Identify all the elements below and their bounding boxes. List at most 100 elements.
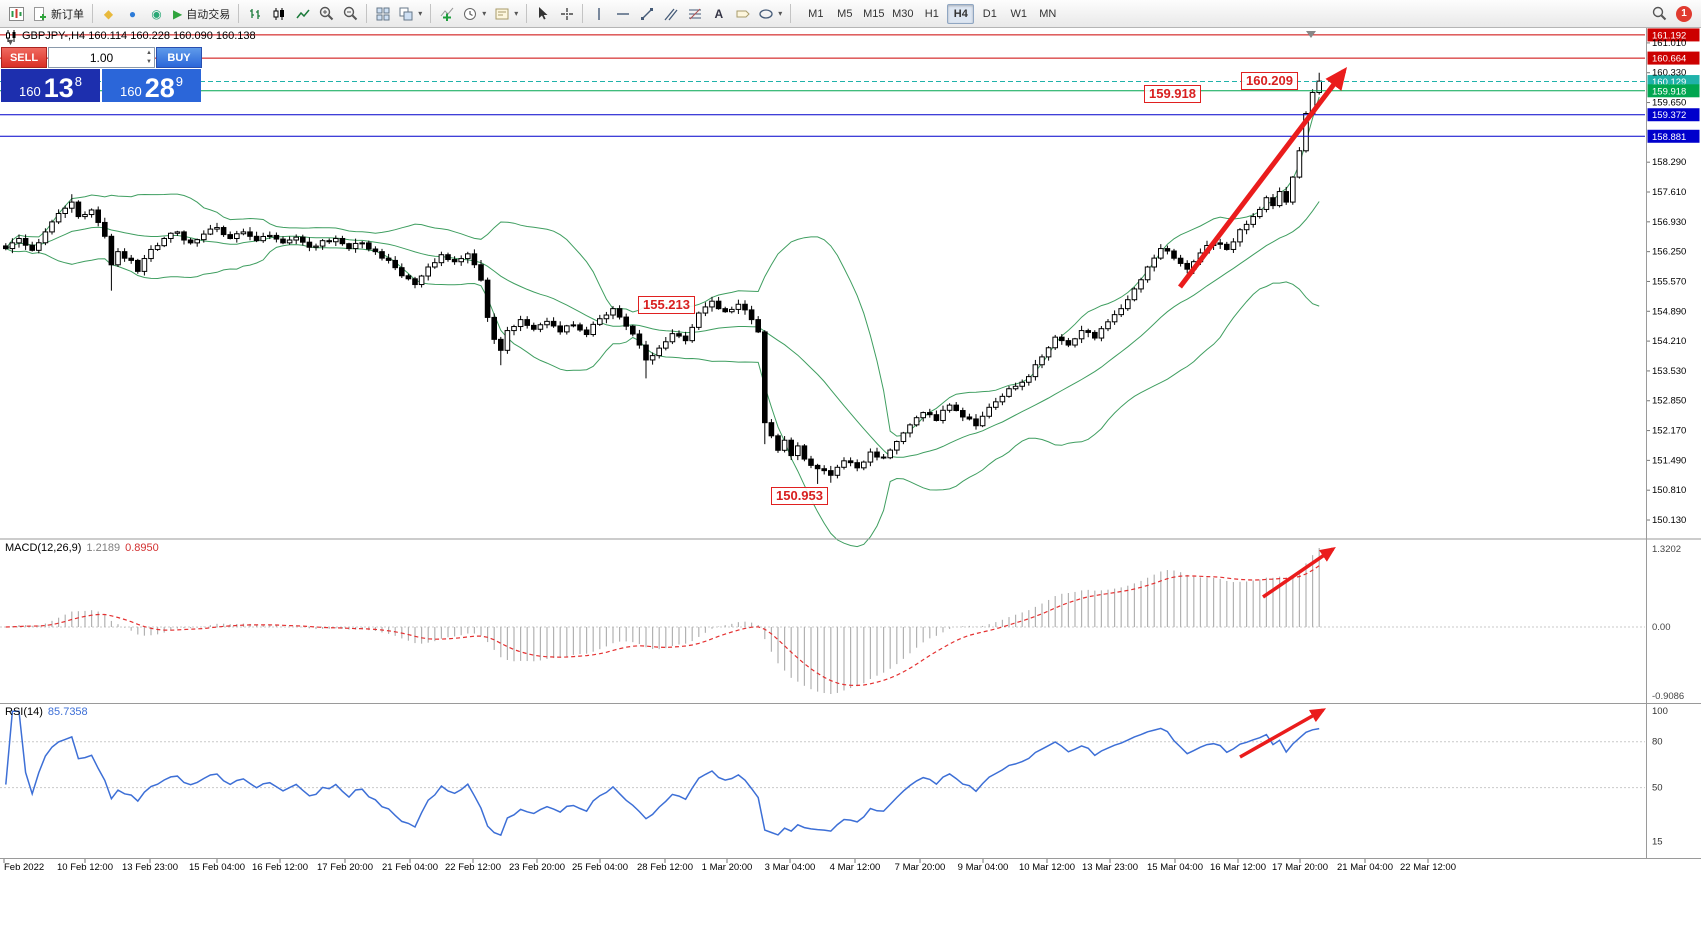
sell-button[interactable]: SELL — [1, 47, 47, 68]
svg-text:10 Feb 12:00: 10 Feb 12:00 — [57, 862, 113, 873]
fibonacci-tool-button[interactable] — [683, 3, 706, 25]
svg-text:157.610: 157.610 — [1652, 187, 1686, 198]
bid-pipette: 8 — [74, 74, 82, 89]
rsi-pane-label: RSI(14) 85.7358 — [5, 706, 88, 718]
price-chart-canvas[interactable]: 161.192160.664160.129159.918159.372158.8… — [0, 28, 1701, 950]
svg-text:150.810: 150.810 — [1652, 485, 1686, 496]
signals-button[interactable]: ◉ — [145, 3, 168, 25]
tile-windows-button[interactable] — [371, 3, 394, 25]
horizontal-line-tool-button[interactable] — [611, 3, 634, 25]
equidistant-channel-icon — [664, 8, 678, 20]
timeframe-d1[interactable]: D1 — [982, 7, 997, 20]
shapes-icon — [759, 8, 773, 19]
timeframe-m1[interactable]: M1 — [808, 7, 824, 20]
svg-text:13 Feb 23:00: 13 Feb 23:00 — [122, 862, 178, 873]
caret-down-icon: ▾ — [514, 9, 519, 18]
zoom-in-button[interactable] — [315, 3, 338, 25]
candlestick-icon — [6, 30, 16, 42]
timeframe-m30[interactable]: M30 — [892, 7, 914, 20]
line-chart-icon — [296, 9, 310, 18]
svg-text:25 Feb 04:00: 25 Feb 04:00 — [572, 862, 628, 873]
signals-icon: ◉ — [151, 6, 162, 21]
ask-big-figure: 160 — [120, 84, 142, 99]
notification-badge[interactable]: 1 — [1676, 5, 1692, 22]
svg-text:13 Mar 23:00: 13 Mar 23:00 — [1082, 862, 1138, 873]
bar-chart-type-button[interactable] — [243, 3, 266, 25]
autotrading-label: 自动交易 — [186, 8, 231, 21]
ask-pips: 28 — [144, 73, 175, 103]
new-order-label: 新订单 — [51, 8, 84, 21]
buy-button[interactable]: BUY — [156, 47, 202, 68]
price-callout[interactable]: 155.213 — [638, 296, 695, 314]
search-button[interactable] — [1648, 3, 1671, 25]
svg-text:100: 100 — [1652, 706, 1668, 717]
svg-text:15: 15 — [1652, 836, 1663, 847]
svg-text:159.650: 159.650 — [1652, 98, 1686, 109]
svg-text:-0.9086: -0.9086 — [1652, 691, 1684, 702]
price-callout[interactable]: 160.209 — [1241, 72, 1298, 90]
macd-value: 1.2189 — [86, 542, 121, 554]
price-callout[interactable]: 150.953 — [771, 487, 828, 505]
caret-down-icon: ▾ — [482, 9, 487, 18]
lot-size-input[interactable]: 1.00 ▲ ▼ — [48, 47, 155, 68]
timeframe-group: M1 M5 M15 M30 H1 H4 D1 W1 MN — [801, 3, 1062, 24]
macd-signal-value: 0.8950 — [125, 542, 159, 554]
lot-stepper-up[interactable]: ▲ — [146, 50, 152, 56]
svg-text:22 Feb 12:00: 22 Feb 12:00 — [445, 862, 501, 873]
cascade-windows-button[interactable]: ▾ — [395, 3, 426, 25]
bar-chart-icon — [249, 8, 260, 19]
svg-text:7 Mar 20:00: 7 Mar 20:00 — [895, 862, 946, 873]
svg-text:154.210: 154.210 — [1652, 336, 1686, 347]
price-callout[interactable]: 159.918 — [1144, 85, 1201, 103]
svg-text:158.881: 158.881 — [1652, 132, 1686, 143]
shapes-tool-button[interactable]: ▾ — [755, 3, 786, 25]
timeframe-w1[interactable]: W1 — [1010, 7, 1028, 20]
svg-text:160.664: 160.664 — [1652, 54, 1686, 65]
svg-text:10 Mar 12:00: 10 Mar 12:00 — [1019, 862, 1075, 873]
crosshair-button[interactable] — [555, 3, 578, 25]
metaeditor-button[interactable]: ◆ — [97, 3, 120, 25]
indicators-button[interactable] — [435, 3, 458, 25]
cursor-button[interactable] — [531, 3, 554, 25]
label-tool-button[interactable] — [731, 3, 754, 25]
chart-window-icon — [9, 6, 24, 21]
templates-button[interactable]: ▾ — [491, 3, 522, 25]
timeframe-m5[interactable]: M5 — [837, 7, 853, 20]
chart-area: 161.192 160.664 160.129 159.918 159.372 158.8… — [0, 28, 1701, 950]
cascade-windows-icon — [399, 7, 413, 20]
zoom-out-icon — [344, 6, 358, 21]
toolbar-separator — [430, 4, 432, 23]
market-button[interactable]: ● — [121, 3, 144, 25]
svg-text:161.192: 161.192 — [1652, 30, 1686, 41]
candlestick-chart-type-button[interactable] — [267, 3, 290, 25]
timeframe-m15[interactable]: M15 — [863, 7, 885, 20]
trendline-icon — [640, 7, 653, 20]
caret-down-icon: ▾ — [418, 9, 423, 18]
ask-pipette: 9 — [175, 74, 183, 89]
timeframe-h4[interactable]: H4 — [947, 3, 975, 24]
one-click-collapse-icon[interactable]: ▼ — [6, 37, 15, 47]
periods-button[interactable]: ▾ — [459, 3, 490, 25]
channel-tool-button[interactable] — [659, 3, 682, 25]
trendline-tool-button[interactable] — [635, 3, 658, 25]
lot-size-value: 1.00 — [89, 50, 114, 65]
cursor-icon — [539, 7, 548, 20]
vertical-line-tool-button[interactable] — [587, 3, 610, 25]
autotrading-button[interactable]: ▶ 自动交易 — [169, 3, 234, 25]
svg-text:159.918: 159.918 — [1652, 86, 1686, 97]
svg-text:17 Mar 20:00: 17 Mar 20:00 — [1272, 862, 1328, 873]
macd-pane-label: MACD(12,26,9) 1.2189 0.8950 — [5, 542, 159, 554]
autotrading-play-icon: ▶ — [173, 6, 183, 21]
quote-text: GBPJPY-,H4 160.114 160.228 160.090 160.1… — [22, 30, 256, 42]
text-tool-button[interactable]: A — [714, 6, 724, 21]
svg-text:0.00: 0.00 — [1652, 622, 1671, 633]
svg-text:21 Feb 04:00: 21 Feb 04:00 — [382, 862, 438, 873]
zoom-out-button[interactable] — [339, 3, 362, 25]
line-chart-type-button[interactable] — [291, 3, 314, 25]
timeframe-mn[interactable]: MN — [1039, 7, 1057, 20]
chart-window-button[interactable] — [5, 3, 28, 25]
svg-text:17 Feb 20:00: 17 Feb 20:00 — [317, 862, 373, 873]
timeframe-h1[interactable]: H1 — [924, 7, 939, 20]
new-order-button[interactable]: 新订单 — [29, 3, 88, 25]
lot-stepper-down[interactable]: ▼ — [146, 59, 152, 65]
